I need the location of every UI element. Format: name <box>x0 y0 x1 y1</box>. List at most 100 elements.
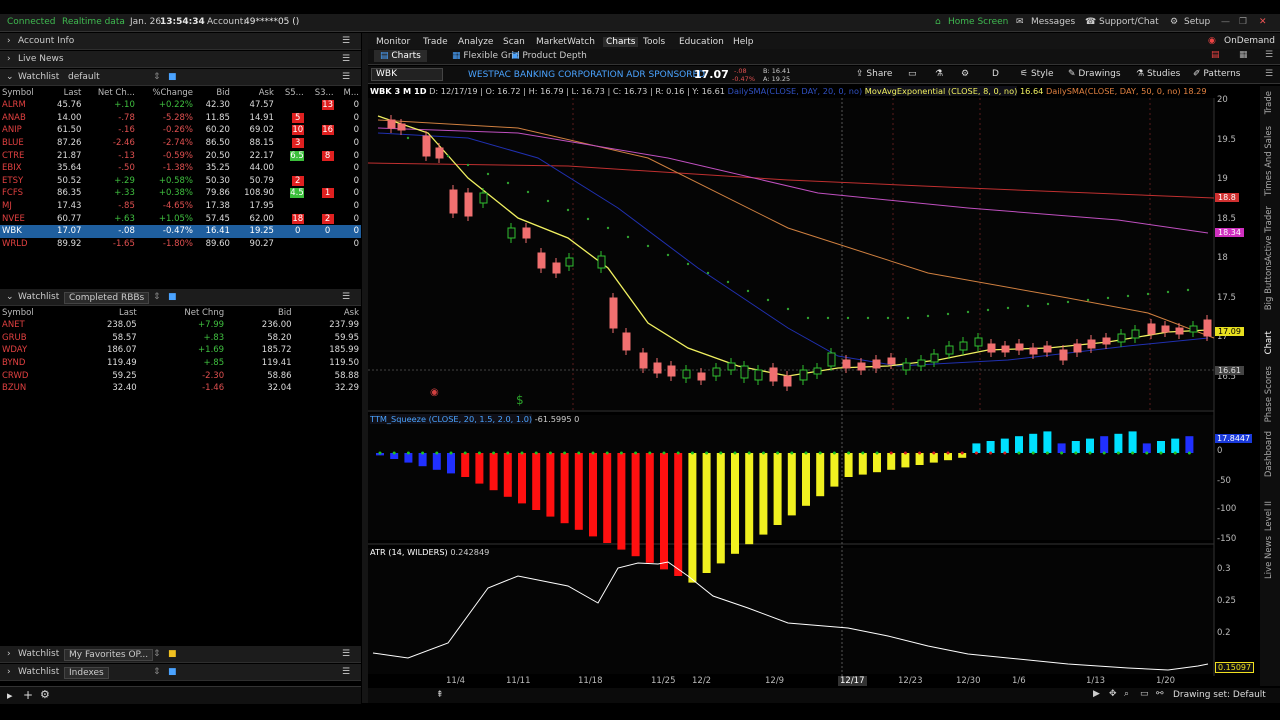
messages-link[interactable]: Messages <box>1031 17 1076 27</box>
dropdown-icon[interactable]: ⇕ <box>153 72 161 82</box>
home-screen-link[interactable]: Home Screen <box>948 17 1009 27</box>
tab-product-depth[interactable]: ▣ Product Depth <box>511 51 587 61</box>
gear-icon[interactable]: ⚙ <box>1170 17 1179 27</box>
zoom-icon[interactable]: ⌕ <box>1124 689 1130 699</box>
column-header[interactable]: M... <box>343 88 359 98</box>
price-chart[interactable]: ◉$ <box>368 98 1242 688</box>
move-icon[interactable]: ✥ <box>1109 689 1117 699</box>
dropdown-icon[interactable]: ⇕ <box>153 292 161 302</box>
flask-icon[interactable]: ⚗ <box>935 69 944 79</box>
right-tab-phase-scores[interactable]: Phase Scores <box>1264 366 1274 423</box>
layout-icon[interactable]: ▤ <box>1211 50 1220 60</box>
menu-icon[interactable]: ☰ <box>342 72 351 82</box>
table-row[interactable]: ETSY 50.52 +.29 +0.58% 50.30 50.79 2 0 <box>0 175 361 188</box>
fit-icon[interactable]: ▭ <box>1140 689 1149 699</box>
menu-scan[interactable]: Scan <box>503 37 525 47</box>
watchlist-selector[interactable]: default <box>68 72 100 82</box>
column-header[interactable]: Last <box>63 88 82 98</box>
column-header[interactable]: Bid <box>216 88 230 98</box>
table-row[interactable]: BLUE 87.26 -2.46 -2.74% 86.50 88.15 3 0 <box>0 137 361 150</box>
expand-icon[interactable]: › <box>7 649 11 659</box>
dropdown-icon[interactable]: ⇕ <box>153 667 161 677</box>
menu-monitor[interactable]: Monitor <box>376 37 411 47</box>
table-row[interactable]: BZUN 32.40 -1.46 32.04 32.29 <box>0 382 361 395</box>
watchlist4-header[interactable]: › Watchlist Indexes ⇕ ■ ☰ <box>0 664 361 681</box>
expand-icon[interactable]: › <box>7 667 11 677</box>
drawing-set[interactable]: Drawing set: Default <box>1173 690 1266 700</box>
menu-trade[interactable]: Trade <box>423 37 448 47</box>
watchlist3-selector[interactable]: My Favorites OP... <box>64 649 154 661</box>
menu-icon[interactable]: ☰ <box>342 292 351 302</box>
right-tab-chart[interactable]: Chart <box>1264 331 1274 355</box>
watchlist-header[interactable]: ⌄ Watchlist default ⇕ ■ ☰ <box>0 69 361 86</box>
right-tab-big-buttons[interactable]: Big Buttons <box>1264 261 1274 311</box>
column-header[interactable]: Symbol <box>2 308 34 318</box>
column-header[interactable]: Ask <box>343 308 359 318</box>
pan-icon[interactable]: ▶ <box>1093 689 1100 699</box>
menu-analyze[interactable]: Analyze <box>458 37 494 47</box>
table-row[interactable]: FCFS 86.35 +.33 +0.38% 79.86 108.90 4.5 1 0 <box>0 187 361 200</box>
watchlist4-selector[interactable]: Indexes <box>64 667 109 679</box>
menu-icon[interactable]: ☰ <box>1265 69 1274 79</box>
splitter[interactable] <box>362 33 368 703</box>
tab-flexible-grid[interactable]: ▦ Flexible Grid <box>452 51 520 61</box>
column-header[interactable]: Ask <box>258 88 274 98</box>
table-row[interactable]: BYND 119.49 +.85 119.41 119.50 <box>0 357 361 370</box>
style-button[interactable]: ⚟ Style <box>1020 69 1054 79</box>
magnet-icon[interactable]: ⚯ <box>1156 689 1164 699</box>
watchlist2-header[interactable]: ⌄ Watchlist Completed RBBs ⇕ ■ ☰ <box>0 289 361 306</box>
screen-icon[interactable]: ▭ <box>908 69 917 79</box>
column-header[interactable]: %Change <box>152 88 193 98</box>
expand-all-icon[interactable]: ▸ <box>7 689 13 702</box>
table-row[interactable]: NVEE 60.77 +.63 +1.05% 57.45 62.00 18 2 0 <box>0 212 361 225</box>
table-row[interactable]: GRUB 58.57 +.83 58.20 59.95 <box>0 332 361 345</box>
column-header[interactable]: Net Chng <box>184 308 225 318</box>
restore-icon[interactable]: ❐ <box>1239 17 1248 27</box>
studies-button[interactable]: ⚗ Studies <box>1136 69 1180 79</box>
table-row[interactable]: CTRE 21.87 -.13 -0.59% 20.50 22.17 6.5 8 0 <box>0 149 361 162</box>
add-icon[interactable]: + <box>23 688 34 702</box>
table-row[interactable]: WBK 17.07 -.08 -0.47% 16.41 19.25 0 0 0 <box>0 224 361 238</box>
dropdown-icon[interactable]: ⇕ <box>153 649 161 659</box>
period-selector[interactable]: D <box>992 69 999 79</box>
support-icon[interactable]: ☎ <box>1085 17 1097 27</box>
ondemand-button[interactable]: OnDemand <box>1224 36 1275 46</box>
menu-icon[interactable]: ☰ <box>342 667 351 677</box>
watchlist2-selector[interactable]: Completed RBBs <box>64 292 150 304</box>
table-row[interactable]: MJ 17.43 -.85 -4.65% 17.38 17.95 0 <box>0 200 361 213</box>
right-tab-dashboard[interactable]: Dashboard <box>1264 431 1274 478</box>
menu-tools[interactable]: Tools <box>643 37 666 47</box>
collapse-panel-icon[interactable]: ⇞ <box>436 690 444 700</box>
menu-education[interactable]: Education <box>679 37 724 47</box>
setup-link[interactable]: Setup <box>1184 17 1211 27</box>
right-tab-times-and-sales[interactable]: Times And Sales <box>1264 126 1274 196</box>
column-header[interactable]: Last <box>119 308 137 318</box>
collapse-icon[interactable]: ⌄ <box>6 292 14 302</box>
account-info-header[interactable]: › Account Info ☰ <box>0 33 361 50</box>
menu-marketwatch[interactable]: MarketWatch <box>536 37 595 47</box>
right-tab-level-ii[interactable]: Level II <box>1264 501 1274 532</box>
table-row[interactable]: CRWD 59.25 -2.30 58.86 58.88 <box>0 369 361 382</box>
share-button[interactable]: ⇪ Share <box>856 69 892 79</box>
link-icon[interactable]: ■ <box>168 667 177 677</box>
table-row[interactable]: WRLD 89.92 -1.65 -1.80% 89.60 90.27 0 <box>0 238 361 251</box>
menu-icon[interactable]: ☰ <box>342 54 351 64</box>
grid-layout-icon[interactable]: ▦ <box>1239 50 1248 60</box>
live-news-header[interactable]: › Live News ☰ <box>0 51 361 68</box>
tab-charts[interactable]: ▤ Charts <box>374 50 427 62</box>
right-tab-active-trader[interactable]: Active Trader <box>1264 206 1274 262</box>
gear-icon[interactable]: ⚙ <box>961 69 970 79</box>
menu-icon[interactable]: ☰ <box>1265 50 1274 60</box>
menu-icon[interactable]: ☰ <box>342 649 351 659</box>
ondemand-icon[interactable]: ◉ <box>1208 36 1216 46</box>
account-number[interactable]: 49*****05 () <box>244 17 300 27</box>
table-row[interactable]: EBIX 35.64 -.50 -1.38% 35.25 44.00 0 <box>0 162 361 175</box>
table-row[interactable]: ANAB 14.00 -.78 -5.28% 11.85 14.91 5 0 <box>0 112 361 125</box>
column-header[interactable]: S5... <box>284 88 304 98</box>
column-header[interactable]: Symbol <box>2 88 34 98</box>
menu-help[interactable]: Help <box>733 37 754 47</box>
table-row[interactable]: ANET 238.05 +7.99 236.00 237.99 <box>0 319 361 332</box>
link-icon[interactable]: ■ <box>168 292 177 302</box>
gear-icon[interactable]: ⚙ <box>40 688 50 701</box>
table-row[interactable]: ALRM 45.76 +.10 +0.22% 42.30 47.57 13 0 <box>0 99 361 112</box>
